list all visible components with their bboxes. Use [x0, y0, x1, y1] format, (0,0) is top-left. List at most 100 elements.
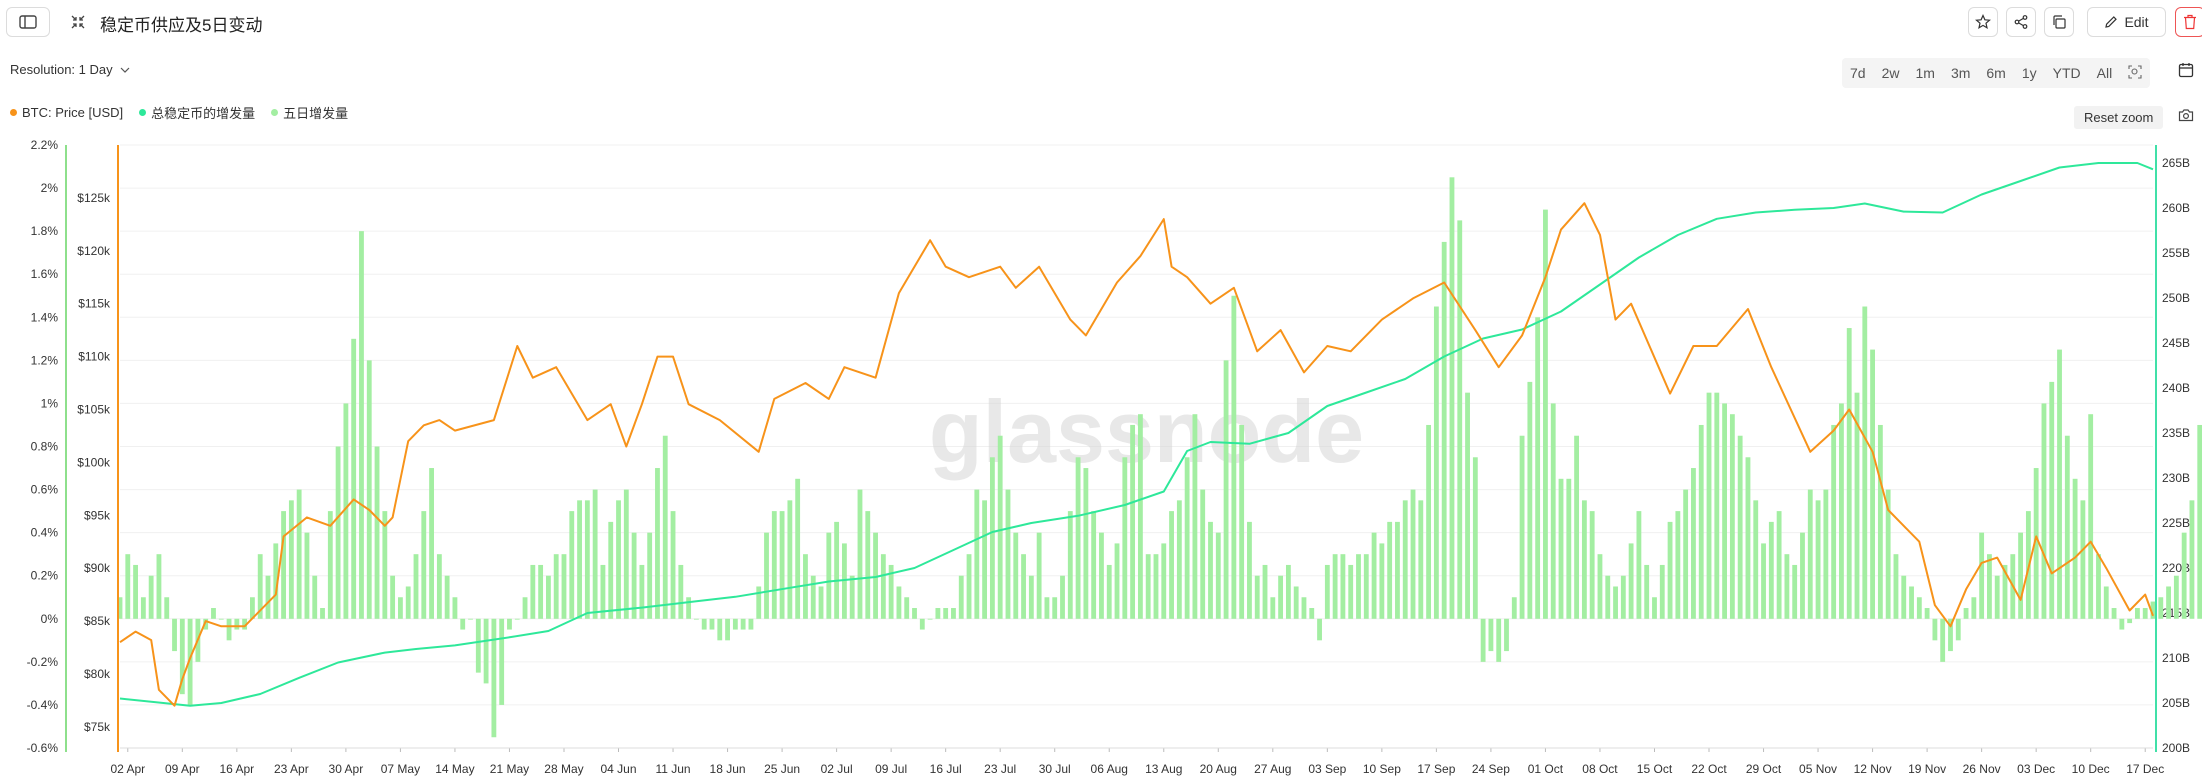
x-tick-label: 22 Oct: [1691, 762, 1727, 776]
five-day-bar: [1091, 511, 1097, 619]
five-day-bar: [1924, 608, 1930, 619]
x-tick-label: 02 Jul: [821, 762, 853, 776]
copy-icon: [2053, 15, 2066, 29]
five-day-bar: [2080, 500, 2086, 619]
five-day-bar: [133, 564, 138, 619]
x-tick-label: 08 Oct: [1582, 762, 1618, 776]
range-1m[interactable]: 1m: [1915, 65, 1935, 81]
screenshot-button[interactable]: [2178, 108, 2196, 126]
range-2w[interactable]: 2w: [1881, 65, 1900, 81]
five-day-bar: [203, 618, 209, 630]
legend-item-supply[interactable]: 总稳定币的增发量: [139, 103, 255, 122]
five-day-bar: [2166, 586, 2171, 619]
reset-zoom-button[interactable]: Reset zoom: [2074, 106, 2164, 129]
five-day-bar: [1254, 575, 1260, 619]
five-day-bar: [1504, 618, 1509, 652]
x-tick-label: 27 Aug: [1254, 762, 1291, 776]
supply-tick-label: 240B: [2162, 381, 2190, 395]
range-6m[interactable]: 6m: [1986, 65, 2006, 81]
five-day-bar: [935, 608, 941, 619]
zoom-select-button[interactable]: [2120, 64, 2150, 82]
five-day-bar: [2111, 608, 2117, 619]
five-day-bar: [452, 597, 458, 619]
five-day-bar: [1465, 392, 1470, 619]
five-day-bar: [195, 618, 201, 662]
favorite-button[interactable]: [1968, 7, 1998, 37]
x-tick-label: 30 Apr: [329, 762, 364, 776]
five-day-bar: [1605, 575, 1611, 619]
edit-button[interactable]: Edit: [2087, 7, 2166, 37]
five-day-bar: [2049, 381, 2055, 619]
five-day-bar: [444, 575, 450, 619]
five-day-bar: [226, 618, 232, 641]
five-day-bar: [156, 554, 162, 619]
five-day-bar: [475, 618, 481, 673]
five-day-bar: [187, 618, 193, 705]
five-day-bar: [546, 575, 551, 619]
five-day-bar: [1955, 618, 1961, 641]
supply-tick-label: 265B: [2162, 156, 2190, 170]
five-day-bar: [273, 543, 279, 619]
five-day-bar: [927, 618, 933, 620]
five-day-bar: [1901, 575, 1907, 619]
five-day-bar: [1558, 478, 1564, 619]
five-day-bar: [1137, 414, 1143, 619]
five-day-bar: [140, 597, 146, 619]
sidebar-toggle-button[interactable]: [6, 7, 50, 37]
top-bar: 稳定币供应及5日变动 Edit: [0, 0, 2202, 46]
five-day-bar: [398, 597, 403, 619]
five-day-bar: [1722, 403, 1728, 619]
five-day-bar: [1036, 532, 1042, 619]
five-day-bar: [764, 532, 769, 619]
five-day-bar: [2010, 554, 2016, 619]
range-7d[interactable]: 7d: [1850, 65, 1866, 81]
watermark: glassnode: [929, 382, 1364, 481]
five-day-bar: [257, 554, 263, 619]
share-button[interactable]: [2006, 7, 2036, 37]
five-day-bar: [1363, 554, 1369, 619]
range-ytd[interactable]: YTD: [2052, 65, 2081, 81]
legend-item-btc-price[interactable]: BTC: Price [USD]: [10, 103, 123, 122]
time-range-selector: 7d 2w 1m 3m 6m 1y YTD All: [1842, 58, 2151, 88]
five-day-bar: [1169, 511, 1174, 619]
range-3m[interactable]: 3m: [1950, 65, 1971, 81]
collapse-icon[interactable]: [70, 14, 86, 30]
five-day-bar: [577, 500, 582, 619]
delete-button[interactable]: [2175, 7, 2202, 37]
five-day-bar: [732, 618, 738, 630]
legend-dot: [139, 109, 147, 116]
five-day-bar: [413, 554, 419, 619]
five-day-bar: [1652, 597, 1657, 619]
five-day-bar: [1971, 597, 1977, 619]
range-all[interactable]: All: [2096, 65, 2113, 81]
range-1y[interactable]: 1y: [2021, 65, 2037, 81]
five-day-bar: [1776, 511, 1782, 619]
five-day-bar: [1940, 618, 1946, 662]
five-day-bar: [1410, 489, 1416, 619]
five-day-bar: [1317, 618, 1322, 641]
five-day-bar: [1028, 575, 1034, 619]
five-day-bar: [1823, 489, 1829, 619]
five-day-bar: [2072, 478, 2078, 619]
five-day-bar: [725, 618, 730, 641]
duplicate-button[interactable]: [2044, 7, 2074, 37]
five-day-bar: [888, 564, 894, 619]
legend-item-5day[interactable]: 五日增发量: [271, 103, 348, 122]
five-day-bar: [148, 575, 154, 619]
five-day-bar: [951, 608, 956, 619]
five-day-bar: [1379, 543, 1385, 619]
five-day-bar: [507, 618, 512, 630]
calendar-button[interactable]: [2178, 62, 2196, 80]
supply-tick-label: 250B: [2162, 291, 2190, 305]
five-day-bar: [2158, 597, 2164, 619]
five-day-bar: [1807, 489, 1813, 619]
five-day-bar: [880, 554, 886, 619]
share-icon: [2014, 15, 2028, 29]
five-day-bar: [1184, 457, 1190, 619]
five-day-bar: [514, 618, 520, 620]
five-day-bar: [865, 511, 871, 619]
resolution-dropdown[interactable]: Resolution: 1 Day: [10, 62, 130, 77]
five-day-bar: [912, 608, 917, 619]
star-icon: [1975, 14, 1991, 30]
five-day-bar: [1644, 564, 1650, 619]
